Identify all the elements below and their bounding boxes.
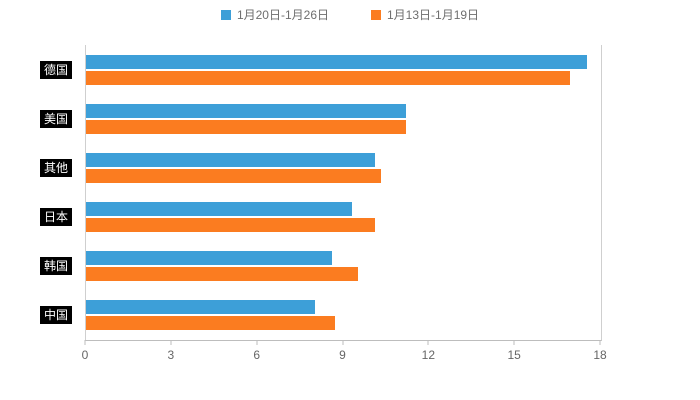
- x-tick-label: 0: [81, 348, 89, 362]
- bar-group-中国: 中国: [39, 300, 601, 331]
- bar: [86, 168, 381, 183]
- legend-label: 1月20日-1月26日: [236, 8, 329, 22]
- x-tick-mark: [84, 340, 86, 345]
- bar: [86, 54, 587, 69]
- bar-group-韩国: 韩国: [39, 251, 601, 282]
- bar: [86, 119, 407, 134]
- bar: [86, 152, 375, 167]
- x-tick-mark: [170, 340, 172, 345]
- x-tick-label: 15: [507, 348, 521, 362]
- category-label: 日本: [39, 208, 72, 227]
- plot-area: 德国美国其他日本韩国中国: [39, 45, 602, 341]
- legend: 1月20日-1月26日 1月13日-1月19日: [0, 6, 700, 23]
- legend-label: 1月13日-1月19日: [387, 8, 480, 22]
- legend-swatch-icon: [371, 9, 381, 20]
- bar-group-其他: 其他: [39, 152, 601, 183]
- legend-item-0[interactable]: 1月20日-1月26日: [220, 6, 329, 23]
- category-label: 中国: [39, 306, 72, 325]
- x-tick-label: 9: [339, 348, 346, 362]
- x-tick-mark: [599, 340, 601, 345]
- bar: [86, 218, 375, 233]
- category-label: 其他: [39, 158, 72, 177]
- x-tick-label: 18: [593, 348, 607, 362]
- bar-group-日本: 日本: [39, 202, 601, 233]
- bar: [86, 103, 407, 118]
- bar-group-德国: 德国: [39, 54, 601, 85]
- legend-item-1[interactable]: 1月13日-1月19日: [371, 6, 479, 23]
- x-tick-mark: [342, 340, 343, 345]
- legend-swatch-icon: [220, 9, 231, 20]
- x-tick-mark: [427, 340, 429, 345]
- bar: [86, 70, 570, 85]
- category-label: 德国: [39, 60, 72, 79]
- x-tick-mark: [256, 340, 258, 345]
- bar: [86, 202, 353, 217]
- bar: [86, 316, 335, 331]
- x-axis: 0 3 6 9 12 15 18: [81, 340, 607, 364]
- category-label: 美国: [39, 109, 72, 128]
- bar: [86, 251, 333, 266]
- x-tick-label: 12: [421, 348, 436, 362]
- category-label: 韩国: [39, 257, 72, 276]
- bar: [86, 300, 315, 315]
- x-tick-label: 3: [167, 348, 175, 362]
- bar: [86, 267, 358, 282]
- bar-group-美国: 美国: [39, 103, 601, 134]
- x-tick-label: 6: [253, 348, 260, 362]
- x-tick-mark: [513, 340, 515, 345]
